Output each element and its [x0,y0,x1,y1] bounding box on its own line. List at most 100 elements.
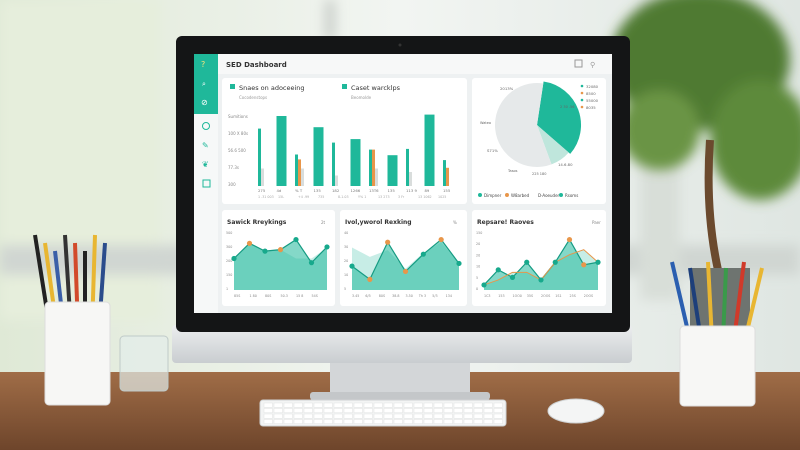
y-tick: 20 [476,242,480,246]
y-axis-title: Sumitions [228,114,248,119]
x-tick: 1OO0 [513,294,522,298]
bar [406,148,409,186]
key [263,413,273,419]
key [283,413,293,419]
legend-dot [532,193,536,197]
key [413,413,423,419]
bar [350,139,361,186]
panel-title: Sawick Rreykings [227,219,287,226]
key [283,419,293,424]
x-tick: 1 80 [250,294,257,298]
x-tick: 89 [425,188,430,193]
key [323,402,333,408]
pie-label: Wateo [480,121,491,125]
x-tick: 155 [443,188,451,193]
bar [369,149,372,186]
data-point [581,262,587,268]
legend-label: 32080 [586,84,599,89]
key [493,402,503,408]
key [303,408,313,413]
tag-icon[interactable]: ⊘ [201,98,208,107]
search-icon[interactable]: ⌕ [202,80,206,88]
legend-label: Rsoms [565,193,578,198]
x-tick: % T [295,188,303,193]
key [393,402,403,408]
legend-sub: Beomolde [351,95,372,100]
key [283,408,293,413]
bar [261,168,264,186]
x-tick: 135 [314,188,322,193]
key [443,402,453,408]
logo-icon: ? [201,60,205,69]
data-point [552,259,558,265]
pencil-cup-left [44,301,111,406]
data-point [538,277,544,283]
key [373,419,383,424]
grid-icon[interactable] [202,179,211,188]
y-tick: 5 [476,276,478,280]
key [343,413,353,419]
data-point [385,239,391,245]
key [353,419,363,424]
y-tick: 300 [228,182,236,187]
key [293,408,303,413]
bar [298,159,301,186]
mouse [547,398,605,424]
panel-title: Repsare! Raoves [477,219,534,226]
pin-icon[interactable]: ⚲ [590,61,595,69]
y-tick: 20 [476,253,480,257]
x-tick: 85S [234,294,240,298]
y-tick: 30 [344,245,348,249]
key [293,419,303,424]
pie-label: 225 180 [532,172,546,176]
window-frame [0,0,800,320]
key [313,402,323,408]
panel-icon: Paer [592,220,601,225]
data-point [481,282,487,288]
leaf-icon[interactable]: ❦ [202,160,209,169]
data-point [524,259,530,265]
data-point [509,274,516,280]
key [353,408,363,413]
bar [276,116,287,186]
dashboard-screen: ? ⌕ ⊘ ✎ ❦ SED Dashboard ⚲ Snaes on adoce… [194,54,612,313]
key [393,419,403,424]
window-icon[interactable] [574,59,583,68]
x-tick: 153 [498,294,504,298]
key [353,413,363,419]
x-tick: 13T6 [369,188,379,193]
legend-label: 8500 [586,91,596,96]
pie-label: 2 30 .56 [560,105,574,109]
pie-slice [495,83,552,167]
x-tick: 4d [277,188,282,193]
key [393,408,403,413]
key [383,402,393,408]
x-tick: 134 [446,294,452,298]
legend-sub: Cocodenstops [239,95,267,100]
y-tick: 20 [344,259,348,263]
pen-icon[interactable]: ✎ [202,141,209,150]
data-point [262,248,268,254]
x-tick: 1266 [351,188,361,193]
key [273,419,283,424]
y-tick: 56.6 500 [228,148,246,153]
x-tick: 275 [258,188,266,193]
x-tick: 1S1 [555,294,561,298]
bar [443,160,446,186]
x-tick: Th 3 [418,294,426,298]
y-tick: 40 [344,231,348,235]
key [373,408,383,413]
key [363,408,373,413]
area-series [352,239,459,290]
webcam [398,43,402,47]
key [403,419,413,424]
key [433,419,443,424]
key [333,402,343,408]
x-sub-tick: 13 1062 [418,195,432,199]
key [263,419,273,424]
legend-label: 55000 [586,98,599,103]
key [493,408,503,413]
circle-icon[interactable] [202,122,210,130]
data-point [402,268,409,275]
